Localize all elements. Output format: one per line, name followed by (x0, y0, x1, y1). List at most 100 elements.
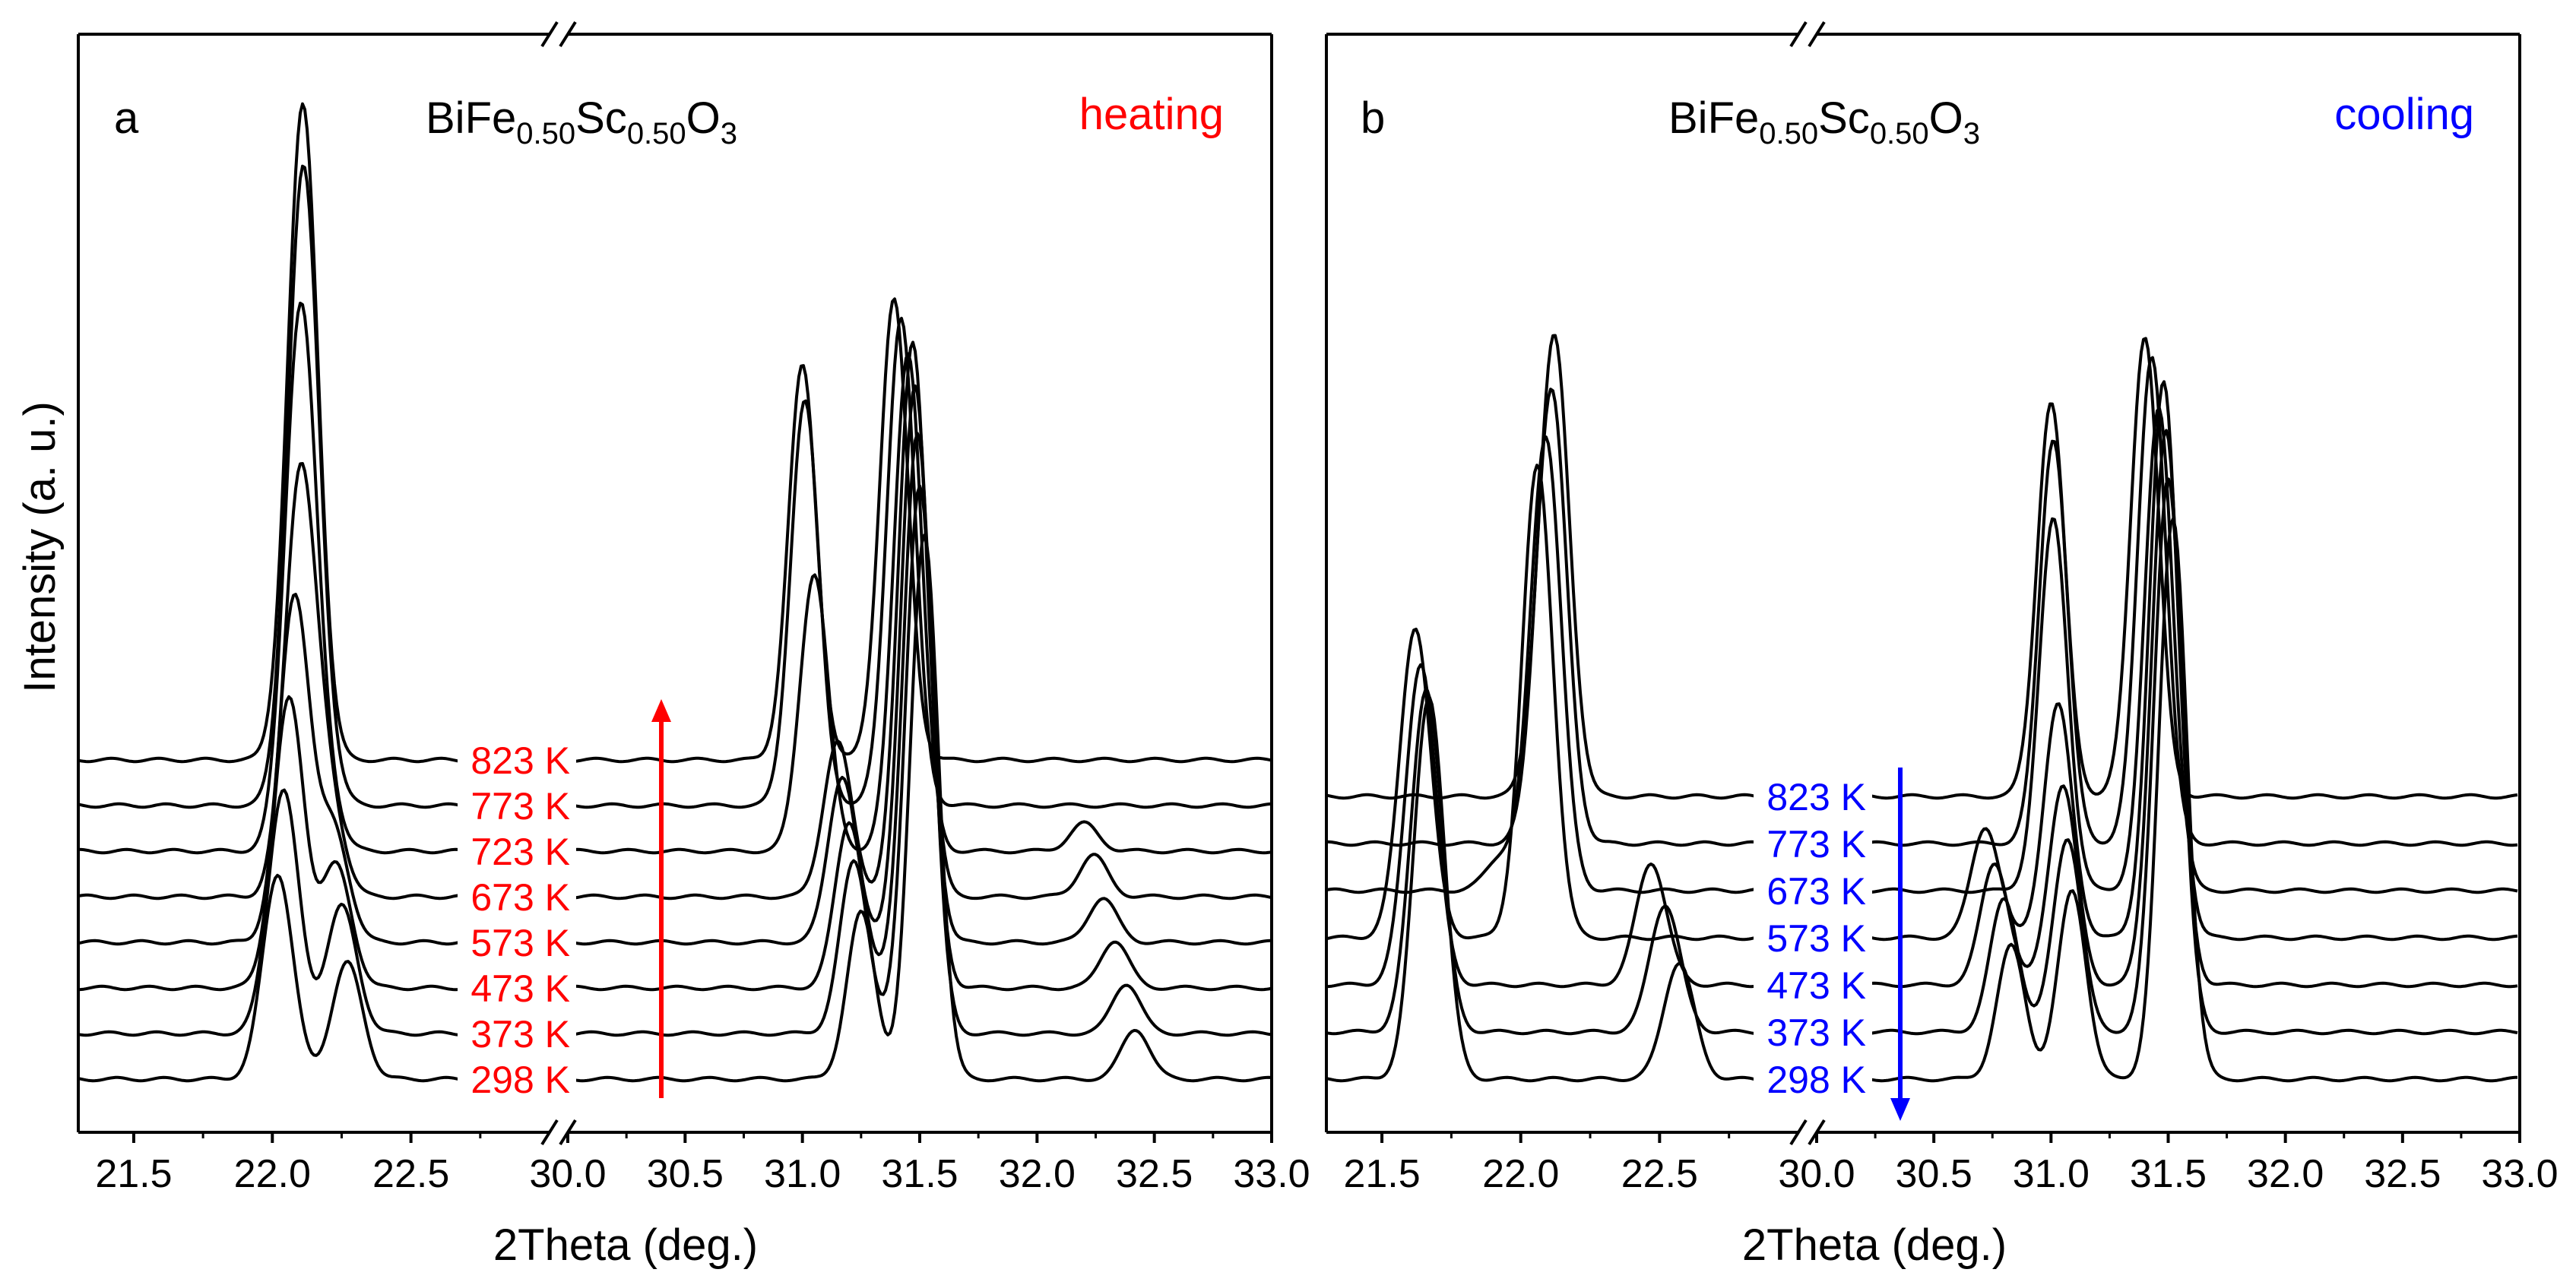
panel-a-curve-high-298K (568, 533, 1272, 1083)
panel-b-mode-label: cooling (2334, 90, 2474, 139)
panel-b-x-axis-label: 2Theta (deg.) (1742, 1220, 2007, 1270)
panel-b-curve-low-773K (1326, 388, 1798, 847)
panel-a-curve-high-473K (568, 432, 1272, 992)
panel-a-series-label: 773 K (471, 785, 570, 828)
panel-b: 21.5 22.0 22.5 30.0 30.5 31.0 31.5 32.0 32.5 33.0… (1325, 21, 2559, 1270)
panel-b-title-sub1: 0.50 (1759, 117, 1818, 150)
panel-b-letter: b (1361, 93, 1385, 143)
panel-a-axis-break-mark (559, 21, 577, 48)
panel-a-curve-high-723K (568, 352, 1272, 855)
panel-b-series-label: 573 K (1766, 917, 1866, 960)
panel-a-axis-break-mark (540, 21, 559, 48)
panel-b-curve-high-673K (1817, 407, 2518, 894)
panel-a: 21.5 22.0 22.5 30.0 30.5 31.0 31.5 32.0 32.5 33.0… (77, 21, 1310, 1270)
panel-b-x-tick-label: 31.5 (2130, 1152, 2207, 1196)
panel-a-title-sub2: 0.50 (627, 117, 686, 150)
panel-a-x-tick-label: 33.0 (1233, 1152, 1310, 1196)
panel-b-curve-low-373K (1326, 688, 1798, 1036)
panel-b-curve-high-473K (1817, 429, 2518, 989)
panel-a-label-backing (458, 1009, 576, 1055)
panel-a-series-label: 723 K (471, 831, 570, 873)
panel-b-x-tick-label: 32.0 (2247, 1152, 2324, 1196)
panel-a-label-backing (458, 872, 576, 918)
panel-a-title-o: O (686, 93, 721, 143)
panel-a-label-backing (458, 1055, 576, 1100)
panel-b-x-tick-label: 30.5 (1896, 1152, 1972, 1196)
panel-a-curve-high-773K (568, 316, 1272, 809)
panel-b-axis-break-mark (1789, 21, 1808, 48)
panel-a-series-label: 373 K (471, 1013, 570, 1056)
panel-a-x-tick-label: 21.5 (95, 1152, 172, 1196)
panel-b-title-sub2: 0.50 (1870, 117, 1929, 150)
panel-b-x-tick-label: 22.5 (1621, 1152, 1698, 1196)
panel-b-curve-low-573K (1326, 464, 1798, 942)
panel-a-mode-label: heating (1079, 90, 1224, 139)
panel-b-label-backing (1754, 913, 1872, 959)
panel-a-label-backing (458, 918, 576, 964)
panel-a-label-backing (458, 781, 576, 827)
panel-a-series-label: 823 K (471, 739, 570, 782)
panel-a-x-tick-label: 22.5 (372, 1152, 449, 1196)
panel-a-label-backing (458, 736, 576, 781)
panel-a-letter: a (114, 93, 139, 143)
panel-a-x-ticks: 21.5 22.0 22.5 30.0 30.5 31.0 31.5 32.0 32.5 33.0 (95, 1132, 1310, 1196)
panel-b-title: BiFe0.50Sc0.50O3 (1668, 93, 1980, 150)
y-axis-label: Intensity (a. u.) (15, 401, 65, 693)
panel-a-x-tick-label: 31.0 (764, 1152, 841, 1196)
panel-a-title-bife: BiFe (426, 93, 516, 143)
panel-b-label-backing (1754, 961, 1872, 1006)
panel-b-curve-low-823K (1326, 334, 1798, 800)
panel-b-title-sc: Sc (1818, 93, 1870, 143)
panel-b-curves (1326, 334, 2518, 1083)
panel-b-x-tick-label: 32.5 (2364, 1152, 2441, 1196)
panel-b-axis-break-mark (1789, 1119, 1808, 1146)
panel-a-arrow-head (651, 699, 671, 722)
panel-a-axis-break-mark (540, 1119, 559, 1146)
panel-a-x-tick-label: 31.5 (881, 1152, 958, 1196)
panel-a-series-label: 473 K (471, 967, 570, 1010)
panel-b-arrow-head (1890, 1098, 1910, 1121)
panel-a-series-label: 673 K (471, 876, 570, 919)
panel-a-series-label: 298 K (471, 1059, 570, 1101)
panel-a-x-axis-label: 2Theta (deg.) (493, 1220, 758, 1270)
panel-b-x-tick-label: 22.0 (1482, 1152, 1559, 1196)
panel-b-x-tick-label: 30.0 (1778, 1152, 1855, 1196)
panel-b-x-ticks: 21.5 22.0 22.5 30.0 30.5 31.0 31.5 32.0 32.5 33.0 (1343, 1132, 2559, 1196)
panel-a-curve-high-823K (568, 297, 1272, 764)
panel-b-curve-low-473K (1326, 663, 1798, 989)
panel-a-curve-high-673K (568, 340, 1272, 901)
panel-b-series-label: 298 K (1766, 1059, 1866, 1101)
panel-a-x-tick-label: 30.5 (647, 1152, 724, 1196)
panel-a-x-tick-label: 30.0 (529, 1152, 606, 1196)
panel-b-label-backing (1754, 772, 1872, 818)
panel-a-title-sc: Sc (575, 93, 627, 143)
panel-b-curve-high-573K (1817, 380, 2518, 942)
panel-a-series-label: 573 K (471, 922, 570, 964)
panel-b-x-tick-label: 21.5 (1343, 1152, 1420, 1196)
panel-a-title-sub1: 0.50 (516, 117, 575, 150)
panel-b-curve-high-773K (1817, 356, 2518, 847)
panel-a-title-sub3: 3 (721, 117, 737, 150)
panel-a-title: BiFe0.50Sc0.50O3 (426, 93, 737, 150)
panel-b-curve-high-823K (1817, 337, 2518, 800)
panel-b-title-bife: BiFe (1668, 93, 1759, 143)
panel-b-series-label: 673 K (1766, 870, 1866, 913)
panel-b-curve-low-673K (1326, 435, 1798, 894)
panel-b-curve-low-298K (1326, 696, 1798, 1083)
panel-a-x-tick-label: 32.0 (999, 1152, 1076, 1196)
panel-b-series-label: 473 K (1766, 964, 1866, 1007)
panel-a-x-tick-label: 22.0 (234, 1152, 311, 1196)
panel-b-label-backing (1754, 1055, 1872, 1100)
panel-b-label-backing (1754, 819, 1872, 865)
panel-b-label-backing (1754, 866, 1872, 912)
panel-b-title-sub3: 3 (1963, 117, 1980, 150)
panel-b-label-backing (1754, 1008, 1872, 1053)
panel-b-axis-break-mark (1808, 21, 1826, 48)
panel-a-x-tick-label: 32.5 (1116, 1152, 1193, 1196)
panel-b-x-tick-label: 31.0 (2013, 1152, 2090, 1196)
panel-b-series-label: 823 K (1766, 776, 1866, 818)
